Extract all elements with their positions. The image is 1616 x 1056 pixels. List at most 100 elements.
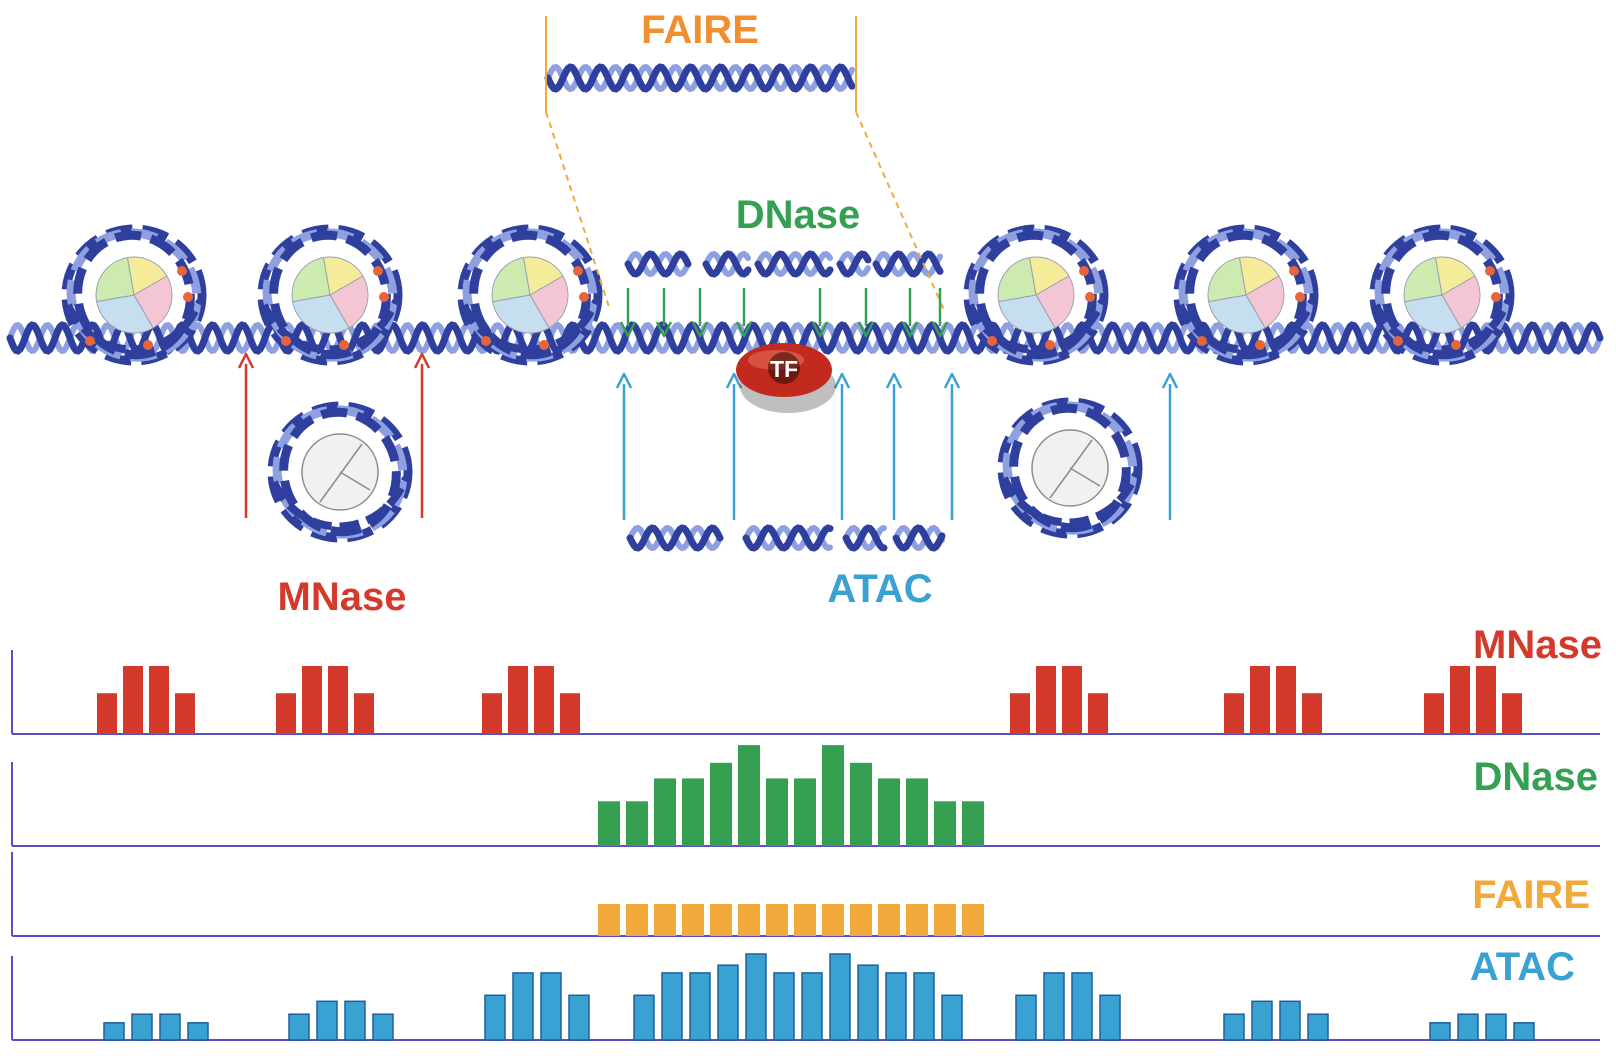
dnase-bar	[794, 778, 816, 846]
dnase-cut-arrow	[811, 288, 829, 338]
track-label-dnase: DNase	[1473, 755, 1598, 799]
released-nucleosome	[267, 401, 413, 543]
mnase-bar	[1036, 666, 1056, 734]
atac-bar	[316, 1000, 338, 1041]
atac-bar	[1223, 1013, 1245, 1041]
mnase-bar	[1088, 693, 1108, 734]
dnase-bar	[766, 778, 788, 846]
atac-bar	[512, 972, 534, 1041]
atac-bar	[941, 994, 963, 1041]
released-nucleosome	[997, 397, 1143, 539]
dnase-fragment	[754, 250, 834, 278]
atac-bar	[1429, 1022, 1451, 1041]
mnase-title: MNase	[278, 575, 407, 619]
tf-protein: TF	[736, 343, 836, 413]
atac-bar	[568, 994, 590, 1041]
atac-bar	[1251, 1000, 1273, 1041]
atac-bar	[633, 994, 655, 1041]
mnase-bar	[482, 693, 502, 734]
faire-bar	[906, 904, 928, 936]
mnase-bar	[534, 666, 554, 734]
mnase-bar	[276, 693, 296, 734]
mnase-bar	[123, 666, 143, 734]
nucleosome	[1369, 224, 1515, 366]
atac-bar	[484, 994, 506, 1041]
mnase-bar	[1062, 666, 1082, 734]
atac-bar	[1513, 1022, 1535, 1041]
atac-bar	[103, 1022, 125, 1041]
mnase-cut-arrow	[413, 352, 431, 518]
mnase-bar	[1276, 666, 1296, 734]
atac-bar	[1485, 1013, 1507, 1041]
atac-cut-arrow	[885, 372, 903, 520]
dnase-bar	[598, 801, 620, 846]
mnase-bar	[328, 666, 348, 734]
atac-cut-arrow	[943, 372, 961, 520]
atac-bar	[344, 1000, 366, 1041]
mnase-bar	[1450, 666, 1470, 734]
nucleosome	[61, 224, 207, 366]
atac-bar	[773, 972, 795, 1041]
atac-bar	[131, 1013, 153, 1041]
atac-cut-arrow	[615, 372, 633, 520]
mnase-bar	[1250, 666, 1270, 734]
nucleosome-layer	[61, 224, 1515, 543]
dnase-title: DNase	[736, 193, 861, 237]
atac-fragment	[842, 524, 888, 552]
dnase-bar	[822, 745, 844, 846]
faire-bar	[794, 904, 816, 936]
dnase-bar	[710, 762, 732, 846]
atac-bar	[717, 964, 739, 1041]
dnase-bar	[738, 745, 760, 846]
atac-bar	[801, 972, 823, 1041]
faire-bar	[962, 904, 984, 936]
atac-bar	[913, 972, 935, 1041]
atac-fragment	[892, 524, 946, 552]
faire-bar	[738, 904, 760, 936]
atac-cut-arrow	[725, 372, 743, 520]
mnase-bar	[508, 666, 528, 734]
mnase-bar	[1502, 693, 1522, 734]
dnase-cut-arrow	[901, 288, 919, 338]
dnase-bar	[934, 801, 956, 846]
faire-connector	[545, 111, 611, 311]
atac-bar	[1071, 972, 1093, 1041]
faire-bar	[766, 904, 788, 936]
atac-bar	[159, 1013, 181, 1041]
dnase-fragment	[702, 250, 752, 278]
faire-bar	[654, 904, 676, 936]
dnase-bar	[654, 778, 676, 846]
dnase-cut-arrow	[931, 288, 949, 338]
mnase-bar	[354, 693, 374, 734]
nucleosome	[257, 224, 403, 366]
dnase-cut-arrow	[735, 288, 753, 338]
dnase-fragment	[624, 250, 692, 278]
atac-bar	[1279, 1000, 1301, 1041]
dna-layer	[6, 63, 1604, 552]
faire-bar	[682, 904, 704, 936]
faire-bar	[878, 904, 900, 936]
tf-label: TF	[770, 356, 798, 382]
mnase-bar	[302, 666, 322, 734]
atac-bar	[288, 1013, 310, 1041]
mnase-bar	[560, 693, 580, 734]
dnase-cut-arrow	[619, 288, 637, 338]
atac-bar	[372, 1013, 394, 1041]
atac-bar	[885, 972, 907, 1041]
atac-bar	[745, 953, 767, 1041]
nucleosome	[963, 224, 1109, 366]
nucleosome	[1173, 224, 1319, 366]
dnase-bar	[878, 778, 900, 846]
dnase-fragment	[872, 250, 944, 278]
mnase-cut-arrow	[237, 352, 255, 518]
atac-bar	[661, 972, 683, 1041]
atac-bar	[1307, 1013, 1329, 1041]
atac-bar	[1099, 994, 1121, 1041]
dnase-bar	[626, 801, 648, 846]
mnase-bar	[1302, 693, 1322, 734]
dnase-bar	[850, 762, 872, 846]
mnase-bar	[1010, 693, 1030, 734]
atac-bar	[857, 964, 879, 1041]
mnase-bar	[97, 693, 117, 734]
